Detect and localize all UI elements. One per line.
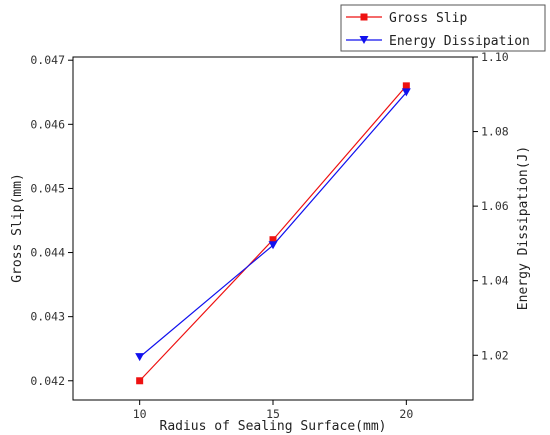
right-y-axis-ticks: 1.02 1.04 1.06 1.08 1.10 — [473, 50, 509, 362]
right-y-axis-title: Energy Dissipation(J) — [516, 146, 531, 310]
legend-label-gross-slip: Gross Slip — [389, 11, 467, 26]
right-y-tick-label-1-08: 1.08 — [481, 125, 509, 139]
right-y-tick-label-1-02: 1.02 — [481, 348, 509, 362]
left-y-tick-label-0-045: 0.045 — [30, 181, 65, 195]
data-point-energy-dissipation-15 — [268, 241, 278, 250]
data-point-energy-dissipation-20 — [401, 88, 411, 97]
x-tick-label-15: 15 — [266, 407, 280, 421]
x-axis-title: Radius of Sealing Surface(mm) — [160, 419, 387, 434]
legend: Gross Slip Energy Dissipation — [340, 4, 546, 52]
data-point-gross-slip-10 — [136, 377, 144, 385]
left-y-tick-label-0-043: 0.043 — [30, 310, 65, 324]
series-line-gross-slip — [139, 85, 407, 382]
right-y-tick-label-1-10: 1.10 — [481, 50, 509, 64]
legend-label-energy-dissipation: Energy Dissipation — [389, 34, 530, 49]
x-tick-label-10: 10 — [133, 407, 147, 421]
right-y-tick-label-1-04: 1.04 — [481, 274, 509, 288]
x-axis-ticks: 10 15 20 — [133, 400, 413, 421]
legend-marker-energy-dissipation — [359, 36, 369, 44]
right-y-tick-label-1-06: 1.06 — [481, 199, 509, 213]
left-y-tick-label-0-042: 0.042 — [30, 374, 65, 388]
plot-frame — [72, 56, 474, 401]
series-layer — [135, 82, 411, 385]
left-y-tick-label-0-044: 0.044 — [30, 246, 65, 260]
left-y-axis-title: Gross Slip(mm) — [10, 173, 25, 283]
left-y-axis-ticks: 0.042 0.043 0.044 0.045 0.046 0.047 — [30, 53, 73, 388]
left-y-tick-label-0-047: 0.047 — [30, 53, 65, 67]
data-point-energy-dissipation-10 — [135, 353, 145, 362]
legend-box — [340, 4, 546, 52]
x-tick-label-20: 20 — [399, 407, 413, 421]
left-y-tick-label-0-046: 0.046 — [30, 117, 65, 131]
legend-marker-gross-slip — [360, 13, 368, 21]
data-point-gross-slip-20 — [402, 82, 410, 90]
data-point-gross-slip-15 — [269, 236, 277, 244]
